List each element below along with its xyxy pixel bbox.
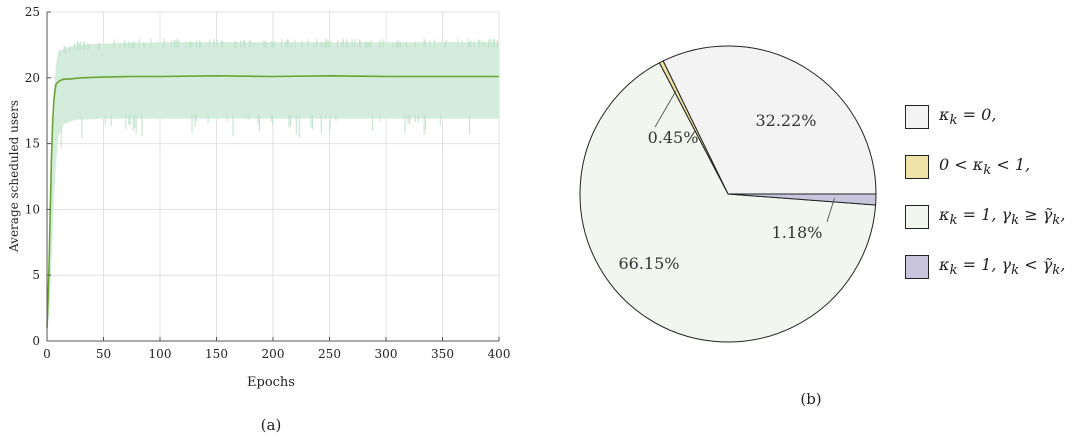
legend-item-zero: κk = 0, [905,104,1080,130]
legend-label-partial: 0 < κk < 1, [939,155,1031,179]
x-axis-label: Epochs [247,375,295,390]
pie-label-full_ok: 66.15% [618,254,679,273]
pie-label-partial: 0.45% [648,128,699,147]
leader-full_low [826,197,835,223]
y-tick-label: 25 [25,5,40,19]
panel-a-caption: (a) [261,416,282,434]
mean-line [46,74,499,328]
range-band [47,38,499,331]
legend-label-full_low: κk = 1, γk < γ̃k, [939,255,1066,279]
pie-legend: κk = 0, 0 < κk < 1, κk = 1, γk ≥ γ̃k, κk = … [905,104,1080,280]
legend-swatch-full_low [905,255,929,279]
pie-slices [579,45,877,343]
pie-chart-panel: 32.22% 0.45% 66.15% 1.18% (b) [579,45,877,408]
legend-swatch-partial [905,155,929,179]
y-tick-label: 15 [25,137,40,151]
pie-data-labels: 32.22% 0.45% 66.15% 1.18% [618,111,822,273]
mean-line-layer [46,74,499,328]
x-tick-label: 400 [488,347,511,361]
y-tick-label: 20 [25,71,40,85]
y-tick-label: 5 [32,268,40,282]
x-tick-label: 0 [43,347,51,361]
pie-label-full_low: 1.18% [772,223,823,242]
legend-label-full_ok: κk = 1, γk ≥ γ̃k, [939,205,1066,229]
line-chart-panel: 0 50 100 150 200 250 300 350 400 0 5 10 15 20 25 Epoc… [7,5,510,434]
y-tick-label: 0 [32,334,40,348]
legend-item-full_ok: κk = 1, γk ≥ γ̃k, [905,204,1080,230]
pie-label-zero: 32.22% [755,111,816,130]
range-band-area [47,42,499,331]
legend-item-partial: 0 < κk < 1, [905,154,1080,180]
pie-leader-lines [654,90,835,223]
legend-swatch-full_ok [905,205,929,229]
y-tick-label: 10 [25,202,40,216]
leader-partial [654,90,677,128]
y-tick-labels: 0 5 10 15 20 25 [25,5,40,348]
x-tick-label: 250 [318,347,341,361]
x-tick-label: 150 [205,347,228,361]
x-tick-label: 200 [262,347,285,361]
x-tick-labels: 0 50 100 150 200 250 300 350 400 [43,347,510,361]
x-tick-label: 100 [149,347,172,361]
panel-b-caption: (b) [800,390,821,408]
pie-slice-full_low [727,193,877,206]
legend-item-full_low: κk = 1, γk < γ̃k, [905,254,1080,280]
pie-slice-full_ok [579,62,877,343]
legend-label-zero: κk = 0, [939,105,997,129]
x-tick-label: 50 [96,347,111,361]
legend-swatch-zero [905,105,929,129]
y-axis-label: Average scheduled users [7,100,21,253]
x-tick-label: 300 [375,347,398,361]
pie-slice-zero [662,45,877,195]
axes [46,11,500,342]
x-tick-label: 350 [431,347,454,361]
